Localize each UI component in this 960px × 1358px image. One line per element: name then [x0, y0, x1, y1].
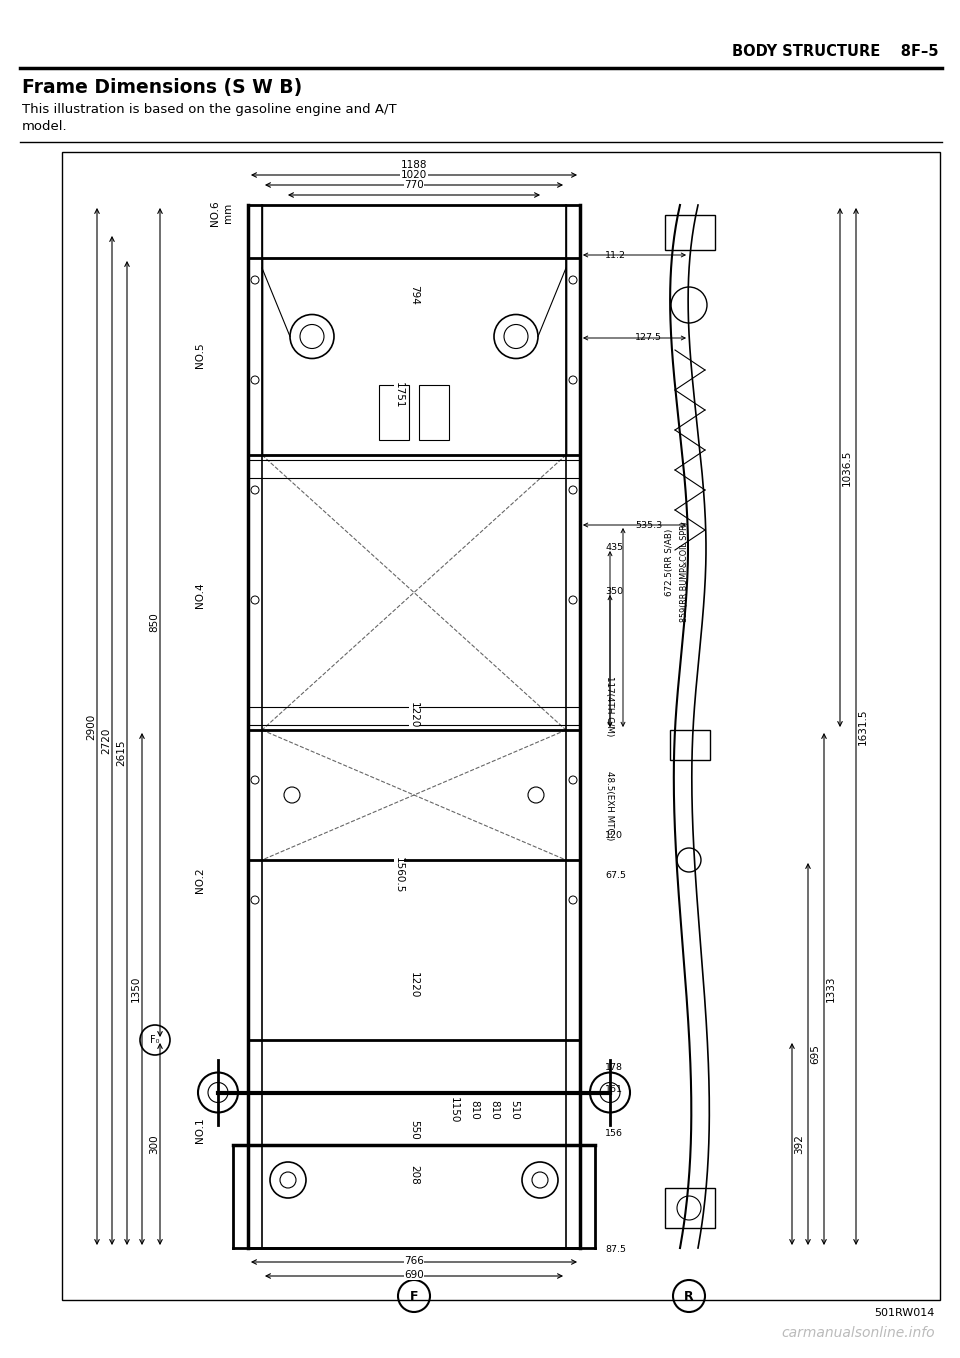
- Text: 2720: 2720: [101, 728, 111, 754]
- Text: carmanualsonline.info: carmanualsonline.info: [781, 1325, 935, 1340]
- Text: 48.5(EXH MTG.): 48.5(EXH MTG.): [605, 771, 614, 841]
- Bar: [379, 386, 409, 440]
- Text: 859(RR BUMP&COIL SPR): 859(RR BUMP&COIL SPR): [680, 521, 689, 622]
- Text: 1188: 1188: [400, 160, 427, 170]
- Text: 11.2: 11.2: [605, 250, 626, 259]
- Text: 87.5: 87.5: [605, 1245, 626, 1255]
- Text: 120: 120: [605, 831, 623, 839]
- Text: 178: 178: [605, 1063, 623, 1073]
- Text: 1150: 1150: [449, 1097, 459, 1123]
- Text: 770: 770: [404, 181, 424, 190]
- Text: NO.1: NO.1: [195, 1118, 205, 1143]
- Text: 127.5: 127.5: [635, 334, 662, 342]
- Text: 695: 695: [810, 1044, 820, 1063]
- Text: 510: 510: [509, 1100, 519, 1120]
- Text: NO.6: NO.6: [210, 200, 220, 225]
- Text: 392: 392: [794, 1134, 804, 1154]
- Bar: [248, 460, 580, 478]
- Text: 766: 766: [404, 1256, 424, 1266]
- Text: 1333: 1333: [826, 976, 836, 1002]
- Text: 1036.5: 1036.5: [842, 449, 852, 486]
- Text: 156: 156: [605, 1128, 623, 1138]
- Text: 810: 810: [469, 1100, 479, 1120]
- Text: 435: 435: [605, 543, 623, 553]
- Text: 550: 550: [409, 1120, 419, 1139]
- Text: F: F: [410, 1290, 419, 1302]
- Bar: [665, 1188, 715, 1228]
- Text: mm: mm: [223, 202, 233, 223]
- Text: 161: 161: [605, 1085, 623, 1095]
- Text: 300: 300: [149, 1134, 159, 1154]
- Text: F₀: F₀: [151, 1035, 159, 1046]
- Text: 535.3: 535.3: [635, 520, 662, 530]
- Text: 672.5(RR S/AB): 672.5(RR S/AB): [665, 528, 674, 596]
- Bar: [262, 258, 566, 455]
- Text: NO.4: NO.4: [195, 583, 205, 608]
- Text: model.: model.: [22, 120, 67, 133]
- Text: 1220: 1220: [409, 972, 419, 998]
- Text: 67.5: 67.5: [605, 872, 626, 880]
- Text: 1631.5: 1631.5: [858, 709, 868, 744]
- Text: 1751: 1751: [394, 382, 404, 409]
- Text: 350: 350: [605, 588, 623, 596]
- Text: 794: 794: [409, 285, 419, 306]
- Bar: [248, 708, 580, 725]
- Text: This illustration is based on the gasoline engine and A/T: This illustration is based on the gasoli…: [22, 103, 396, 117]
- Text: 208: 208: [409, 1165, 419, 1186]
- Text: Frame Dimensions (S W B): Frame Dimensions (S W B): [22, 79, 302, 98]
- Text: 690: 690: [404, 1270, 424, 1281]
- Text: 850: 850: [149, 612, 159, 633]
- Bar: [670, 731, 710, 760]
- Text: 1560.5: 1560.5: [394, 857, 404, 894]
- Text: 501RW014: 501RW014: [875, 1308, 935, 1319]
- Text: NO.5: NO.5: [195, 342, 205, 368]
- Text: 810: 810: [489, 1100, 499, 1120]
- Text: 2900: 2900: [86, 713, 96, 740]
- Text: 1220: 1220: [409, 702, 419, 728]
- Text: NO.2: NO.2: [195, 868, 205, 892]
- Text: R: R: [684, 1290, 694, 1302]
- Bar: [665, 215, 715, 250]
- Text: 1350: 1350: [131, 976, 141, 1002]
- Text: 2615: 2615: [116, 740, 126, 766]
- Text: 1020: 1020: [401, 170, 427, 181]
- Text: 117(4TH C/M): 117(4TH C/M): [605, 676, 614, 736]
- Bar: [62, 152, 940, 1300]
- Text: BODY STRUCTURE    8F–5: BODY STRUCTURE 8F–5: [732, 45, 938, 60]
- Bar: [419, 386, 449, 440]
